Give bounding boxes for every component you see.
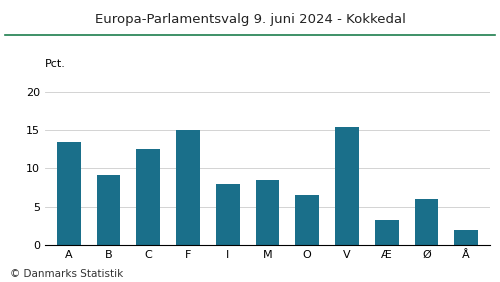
Bar: [57, 142, 81, 245]
Text: © Danmarks Statistik: © Danmarks Statistik: [10, 269, 123, 279]
Bar: [216, 184, 240, 245]
Bar: [176, 130, 200, 245]
Bar: [375, 220, 398, 245]
Bar: [136, 149, 160, 245]
Bar: [414, 199, 438, 245]
Bar: [256, 180, 280, 245]
Text: Europa-Parlamentsvalg 9. juni 2024 - Kokkedal: Europa-Parlamentsvalg 9. juni 2024 - Kok…: [94, 13, 406, 26]
Bar: [296, 195, 319, 245]
Bar: [454, 230, 478, 245]
Bar: [335, 127, 359, 245]
Text: Pct.: Pct.: [45, 60, 66, 69]
Bar: [96, 175, 120, 245]
